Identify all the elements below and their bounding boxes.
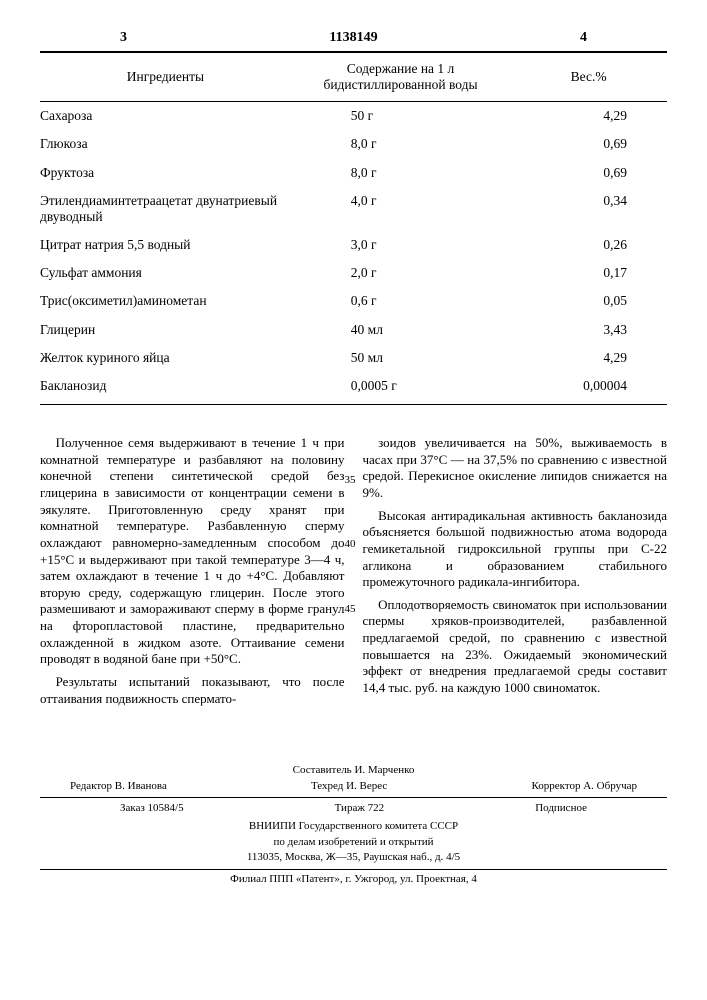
cell-ingredient: Сульфат аммония [40,259,291,287]
col-content: Содержание на 1 л бидистиллированной вод… [291,52,510,101]
cell-ingredient: Цитрат натрия 5,5 водный [40,231,291,259]
footer-tirage: Тираж 722 [335,801,385,816]
para: зоидов увеличивается на 50%, выживаемост… [363,435,668,502]
doc-number: 1138149 [127,30,580,47]
cell-content: 8,0 г [291,159,510,187]
cell-content: 4,0 г [291,187,510,231]
cell-weight: 0,34 [510,187,667,231]
cell-weight: 0,26 [510,231,667,259]
table-row: Цитрат натрия 5,5 водный3,0 г0,26 [40,231,667,259]
para: Высокая антирадикальная активность бакла… [363,508,668,591]
col-ingredient: Ингредиенты [40,52,291,101]
footer-addr2: Филиал ППП «Патент», г. Ужгород, ул. Про… [40,872,667,887]
table-row: Сахароза50 г4,29 [40,102,667,131]
footer-org2: по делам изобретений и открытий [40,835,667,850]
table-row: Сульфат аммония2,0 г0,17 [40,259,667,287]
cell-content: 50 г [291,102,510,131]
table-row: Глицерин40 мл3,43 [40,316,667,344]
right-column: 35 40 45 зоидов увеличивается на 50%, вы… [363,435,668,713]
cell-weight: 0,17 [510,259,667,287]
cell-ingredient: Желток куриного яйца [40,344,291,372]
cell-ingredient: Глюкоза [40,130,291,158]
table-row: Фруктоза8,0 г0,69 [40,159,667,187]
cell-weight: 0,05 [510,287,667,315]
footer-techred: Техред И. Верес [311,779,387,794]
left-column: Полученное семя выдерживают в течение 1 … [40,435,345,713]
cell-weight: 0,69 [510,159,667,187]
footer-order-row: Заказ 10584/5 Тираж 722 Подписное [40,801,667,816]
cell-content: 3,0 г [291,231,510,259]
footer-editor: Редактор В. Иванова [70,779,167,794]
line-number: 45 [345,602,356,616]
cell-weight: 4,29 [510,102,667,131]
cell-ingredient: Глицерин [40,316,291,344]
footer-org-block: ВНИИПИ Государственного комитета СССР по… [40,819,667,869]
line-number: 35 [345,473,356,487]
table-row: Бакланозид0,0005 г0,00004 [40,372,667,404]
left-page-num: 3 [120,30,127,47]
table-row: Этилендиаминтетраацетат двунатриевый дву… [40,187,667,231]
col-weight: Вес.% [510,52,667,101]
cell-ingredient: Фруктоза [40,159,291,187]
cell-ingredient: Этилендиаминтетраацетат двунатриевый дву… [40,187,291,231]
cell-ingredient: Сахароза [40,102,291,131]
page-header: 3 1138149 4 [40,30,667,47]
table-row: Глюкоза8,0 г0,69 [40,130,667,158]
cell-content: 8,0 г [291,130,510,158]
cell-content: 0,6 г [291,287,510,315]
cell-content: 2,0 г [291,259,510,287]
cell-content: 50 мл [291,344,510,372]
para: Полученное семя выдерживают в течение 1 … [40,435,345,668]
footer-credits-row: Редактор В. Иванова Техред И. Верес Корр… [40,779,667,798]
line-number: 40 [345,537,356,551]
ingredients-table: Ингредиенты Содержание на 1 л бидистилли… [40,52,667,404]
footer-org1: ВНИИПИ Государственного комитета СССР [40,819,667,834]
cell-weight: 4,29 [510,344,667,372]
table-row: Желток куриного яйца50 мл4,29 [40,344,667,372]
cell-weight: 0,00004 [510,372,667,404]
footer-addr1: 113035, Москва, Ж—35, Раушская наб., д. … [40,850,667,865]
cell-ingredient: Бакланозид [40,372,291,404]
footer-compiler: Составитель И. Марченко [40,763,667,778]
cell-content: 40 мл [291,316,510,344]
ingredients-table-wrap: Ингредиенты Содержание на 1 л бидистилли… [40,51,667,405]
para: Результаты испытаний показывают, что пос… [40,674,345,707]
footer-order: Заказ 10584/5 [120,801,184,816]
cell-weight: 0,69 [510,130,667,158]
table-row: Трис(оксиметил)аминометан0,6 г0,05 [40,287,667,315]
footer: Составитель И. Марченко Редактор В. Иван… [40,763,667,887]
cell-weight: 3,43 [510,316,667,344]
footer-corrector: Корректор А. Обручар [531,779,637,794]
right-page-num: 4 [580,30,587,47]
table-header-row: Ингредиенты Содержание на 1 л бидистилли… [40,52,667,101]
cell-ingredient: Трис(оксиметил)аминометан [40,287,291,315]
para: Оплодотворяемость свиноматок при использ… [363,597,668,697]
footer-subscription: Подписное [535,801,587,816]
body-text: Полученное семя выдерживают в течение 1 … [40,435,667,713]
cell-content: 0,0005 г [291,372,510,404]
